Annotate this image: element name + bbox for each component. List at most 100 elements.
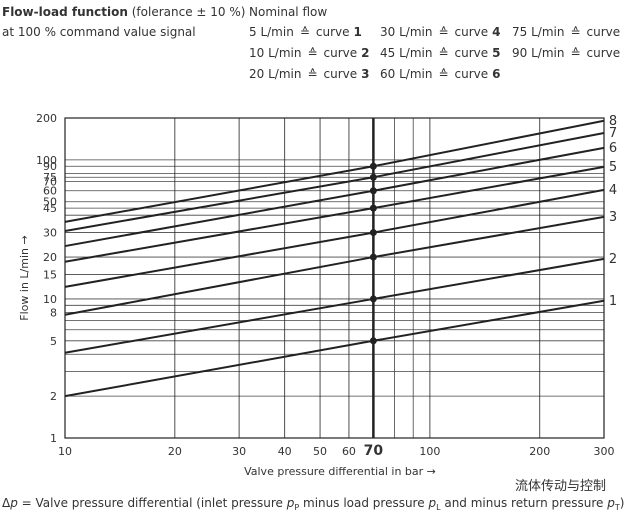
legend-symbol: ≙ [570, 25, 580, 39]
legend-entry: 90 L/min≙curve8 [512, 46, 624, 60]
x-tick-label: 50 [313, 445, 327, 458]
legend-curve: 3 [361, 67, 369, 81]
y-tick-label: 5 [50, 335, 57, 348]
x-tick-label: 200 [529, 445, 550, 458]
curve-label: 6 [609, 141, 617, 156]
fn: T [614, 503, 620, 512]
curve-label: 3 [609, 210, 617, 225]
y-tick-label: 15 [43, 268, 57, 281]
header-line: Flow-load function (folerance ± 10 %) [2, 5, 245, 19]
legend-flow: 30 L/min [380, 25, 432, 39]
legend-flow: 60 L/min [380, 67, 432, 81]
curve-label: 2 [609, 252, 617, 267]
legend-flow: 45 L/min [380, 46, 432, 60]
legend-word: curve [455, 25, 489, 39]
fn: Valve pressure differential (inlet press… [36, 496, 287, 510]
y-tick-label: 45 [43, 202, 57, 215]
x-tick-label: 20 [168, 445, 182, 458]
legend-word: curve [324, 67, 358, 81]
legend-curve: 1 [354, 25, 362, 39]
legend-entry: 10 L/min ≙ curve 2 [249, 46, 370, 60]
legend-curve: 5 [492, 46, 500, 60]
y-tick-label: 20 [43, 251, 57, 264]
plot-frame [64, 117, 605, 439]
nominal-point [369, 229, 377, 237]
subtitle: at 100 % command value signal [2, 25, 196, 39]
y-tick-label: 100 [36, 154, 57, 167]
legend-entry: 45 L/min ≙ curve 5 [380, 46, 501, 60]
nominal-point [369, 204, 377, 212]
legend-word: curve [455, 67, 489, 81]
nominal-point [369, 295, 377, 303]
curve [64, 119, 605, 223]
fn: p [606, 496, 615, 510]
legend-entry: 20 L/min ≙ curve 3 [249, 67, 370, 81]
legend-entry: 60 L/min ≙ curve 6 [380, 67, 501, 81]
legend-flow: 90 L/min [512, 46, 564, 60]
y-tick-label: 10 [43, 293, 57, 306]
legend-word: curve [587, 46, 621, 60]
fn: ) [620, 496, 624, 510]
curve [64, 299, 605, 398]
legend-entry: 75 L/min≙curve7 [512, 25, 624, 39]
y-tick-label: 50 [43, 196, 57, 209]
legend-word: curve [455, 46, 489, 60]
legend-symbol: ≙ [570, 46, 580, 60]
nominal-point [369, 173, 377, 181]
legend-symbol: ≙ [307, 67, 317, 81]
y-tick-label: 1 [50, 432, 57, 445]
legend-title: Nominal flow [249, 5, 327, 19]
nominal-point [369, 337, 377, 345]
y-tick-label: 60 [43, 185, 57, 198]
y-tick-label: 70 [43, 175, 57, 188]
x-axis-title: Valve pressure differential in bar → [244, 465, 436, 478]
x-tick-label: 30 [232, 445, 246, 458]
legend-symbol: ≙ [438, 67, 448, 81]
legend-flow: 75 L/min [512, 25, 564, 39]
fn: P [294, 503, 299, 512]
curve-label: 8 [609, 114, 617, 129]
y-tick-label: 8 [50, 306, 57, 319]
fn: L [436, 503, 441, 512]
fn: Δ [2, 496, 11, 510]
x-tick-label: 10 [58, 445, 72, 458]
legend: 5 L/min ≙ curve 110 L/min ≙ curve 220 L/min ≙ cu… [249, 25, 624, 81]
legend-curve: 6 [492, 67, 500, 81]
legend-word: curve [587, 25, 621, 39]
y-tick-label: 30 [43, 227, 57, 240]
legend-word: curve [324, 46, 358, 60]
legend-flow: 20 L/min [249, 67, 301, 81]
x-tick-label: 70 [364, 443, 384, 459]
legend-symbol: ≙ [300, 25, 310, 39]
fn: minus load pressure [299, 496, 428, 510]
legend-flow: 10 L/min [249, 46, 301, 60]
fn: p [427, 496, 436, 510]
nominal-point [369, 253, 377, 261]
curve-label: 7 [609, 126, 617, 141]
curve-label: 5 [609, 160, 617, 175]
x-tick-label: 40 [278, 445, 292, 458]
y-axis-title: Flow in L/min → [18, 235, 31, 320]
legend-symbol: ≙ [307, 46, 317, 60]
curve-label: 4 [609, 183, 617, 198]
fn: and minus return pressure [441, 496, 608, 510]
x-tick-label: 300 [594, 445, 615, 458]
legend-entry: 5 L/min ≙ curve 1 [249, 25, 362, 39]
fn: p [286, 496, 295, 510]
legend-curve: 2 [361, 46, 369, 60]
nominal-point [369, 187, 377, 195]
y-tick-label: 200 [36, 112, 57, 125]
y-tick-label: 90 [43, 160, 57, 173]
legend-entry: 30 L/min ≙ curve 4 [380, 25, 501, 39]
y-tick-label: 75 [43, 171, 57, 184]
fn: = [18, 496, 36, 510]
y-tick-label: 2 [50, 390, 57, 403]
legend-flow: 5 L/min [249, 25, 294, 39]
curve-label: 1 [609, 294, 617, 309]
title-note: (folerance ± 10 %) [132, 5, 246, 19]
watermark: 流体传动与控制 [515, 479, 606, 494]
legend-curve: 4 [492, 25, 500, 39]
fn: p [9, 496, 18, 510]
x-tick-label: 100 [419, 445, 440, 458]
